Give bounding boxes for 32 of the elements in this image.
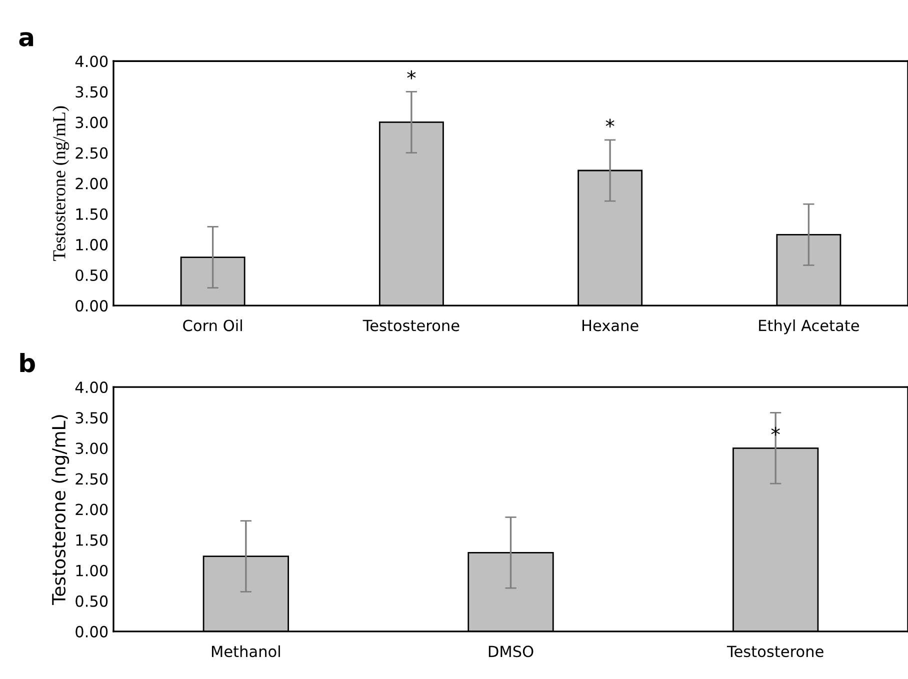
y-tick-label: 1.00: [76, 564, 108, 576]
x-tick-label: Testosterone: [362, 320, 460, 332]
y-tick-label: 3.00: [76, 442, 108, 454]
annotation: *: [606, 118, 614, 128]
y-tick-label: 3.00: [76, 116, 108, 128]
y-tick-label: 4.00: [75, 381, 108, 394]
y-tick-label: 1.50: [76, 208, 108, 220]
x-tick-label: Ethyl Acetate: [759, 319, 859, 334]
y-tick-label: 0.00: [76, 626, 108, 638]
y-axis-title: Testosterone (ng/mL): [52, 415, 70, 605]
x-tick-label: Testosterone: [726, 646, 824, 658]
x-tick-label: DMSO: [488, 646, 534, 658]
y-tick-label: 1.00: [76, 238, 108, 250]
y-tick-label: 2.50: [76, 147, 108, 159]
y-tick-label: 3.50: [76, 412, 108, 424]
y-tick-label: 0.00: [76, 300, 108, 312]
y-tick-label: 1.50: [76, 534, 108, 546]
y-tick-label: 4.00: [75, 56, 108, 68]
x-tick-label: Hexane: [582, 320, 638, 332]
chart-title: a: [19, 32, 34, 46]
x-tick-label: Methanol: [212, 645, 280, 658]
y-tick-label: 2.50: [76, 473, 108, 485]
y-tick-label: 2.00: [76, 178, 108, 190]
y-tick-label: 3.50: [76, 86, 108, 98]
annotation: *: [407, 70, 416, 80]
x-tick-label: Corn Oil: [183, 319, 242, 332]
y-tick-label: 2.00: [76, 504, 108, 516]
annotation: *: [771, 426, 780, 436]
y-tick-label: 0.50: [76, 269, 108, 282]
y-axis-title: Testosterone (ng/mL): [52, 106, 70, 261]
y-tick-label: 0.50: [76, 595, 108, 607]
chart-title: b: [20, 353, 35, 372]
